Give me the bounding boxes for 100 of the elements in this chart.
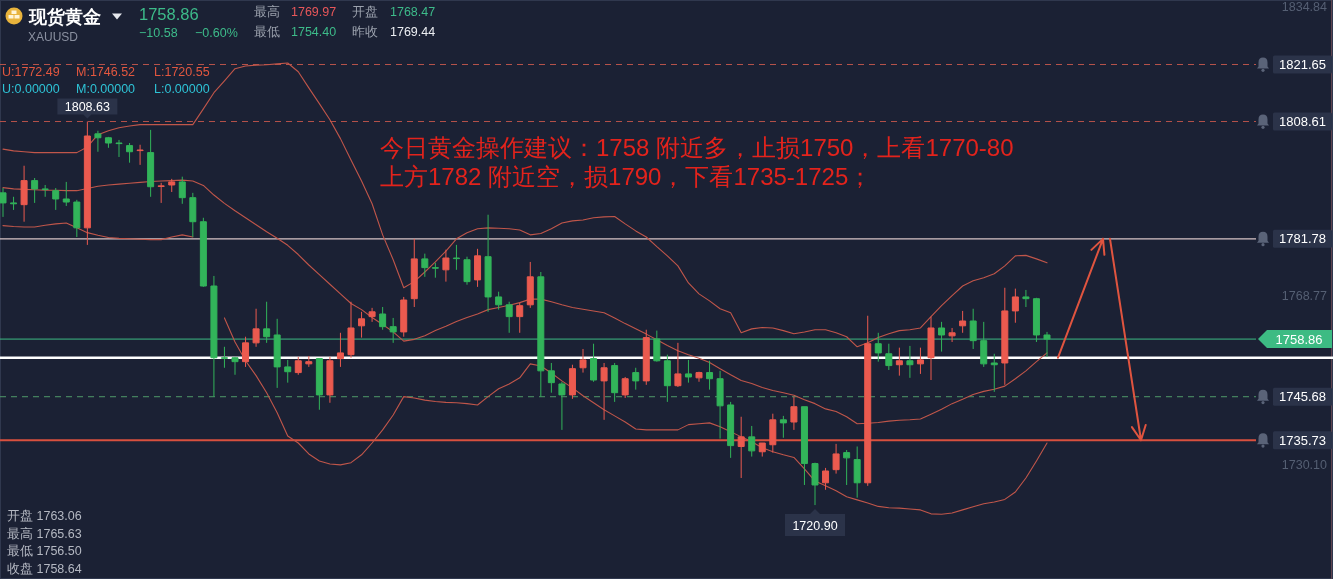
candlestick — [294, 356, 302, 376]
candlestick — [959, 310, 967, 334]
annotation: 1754.40 — [291, 25, 337, 39]
candlestick — [41, 184, 49, 198]
candlestick — [779, 415, 787, 439]
candlestick — [1032, 297, 1040, 343]
candlestick — [126, 142, 134, 164]
candlestick — [400, 296, 408, 338]
candlestick — [790, 396, 798, 431]
annotation: 1769.97 — [291, 5, 337, 19]
candlestick — [83, 120, 91, 246]
candlestick — [136, 144, 144, 166]
candlestick — [990, 353, 998, 393]
candlestick — [611, 362, 619, 403]
annotation: U:0.00000 — [2, 82, 60, 96]
candlestick — [590, 343, 598, 383]
candlestick — [474, 248, 482, 288]
annotation: 今日黄金操作建议：1758 附近多，止损1750，上看1770-80 — [380, 134, 1014, 161]
candlestick — [906, 345, 914, 379]
candlestick — [284, 359, 292, 384]
candlestick — [853, 445, 861, 499]
annotation: M:1746.52 — [76, 65, 136, 79]
annotation: −0.60% — [195, 26, 238, 40]
value-label: 1808.63 — [57, 98, 118, 119]
candlestick — [231, 356, 239, 376]
candlestick — [843, 449, 851, 486]
candlestick — [938, 321, 946, 353]
value-label: 1720.90 — [785, 509, 845, 537]
annotation: L:0.00000 — [154, 82, 210, 96]
candlestick — [52, 187, 60, 211]
candlestick — [653, 330, 661, 363]
candlestick — [452, 244, 460, 271]
candlestick — [737, 416, 745, 479]
annotation: 最低 — [254, 25, 280, 39]
candlestick — [168, 178, 176, 193]
candlestick — [895, 347, 903, 377]
candlestick — [980, 321, 988, 368]
candlestick — [495, 291, 503, 311]
candlestick — [463, 256, 471, 286]
candlestick — [1022, 289, 1030, 308]
candlestick — [748, 425, 756, 458]
annotation: 最低 1756.50 — [7, 544, 82, 558]
candlestick — [263, 301, 271, 344]
candlestick — [1043, 331, 1051, 358]
candlestick — [178, 176, 186, 205]
text: XAUUSD — [28, 30, 79, 44]
candlestick — [537, 271, 545, 398]
ref-line-label: 1781.78 — [1279, 231, 1326, 247]
annotation: 1769.44 — [390, 25, 436, 39]
annotation: 1768.47 — [390, 5, 436, 19]
candlestick — [800, 406, 808, 486]
y-tick-label: 1730.10 — [1281, 458, 1328, 473]
candlestick — [210, 275, 218, 398]
ref-line-label: 1735.73 — [1279, 432, 1326, 448]
candlestick — [516, 302, 524, 334]
candlestick — [104, 136, 112, 149]
candlestick — [157, 182, 165, 204]
candlestick — [885, 343, 893, 371]
candlestick — [347, 301, 355, 359]
candlestick — [358, 311, 366, 339]
candlestick — [0, 187, 7, 218]
candlestick — [684, 359, 692, 384]
annotation: M:0.00000 — [76, 82, 136, 96]
candlestick — [410, 238, 418, 308]
annotation: 最高 1765.63 — [7, 526, 82, 541]
candlestick — [695, 371, 703, 383]
candlestick — [336, 332, 344, 368]
y-tick-label: 1768.77 — [1281, 289, 1328, 304]
ref-line-label: 1821.65 — [1279, 57, 1326, 73]
candlestick — [874, 332, 882, 363]
candlestick — [315, 358, 323, 411]
candlestick — [389, 317, 397, 344]
candlestick — [642, 329, 650, 386]
candlestick — [368, 307, 376, 323]
candlestick — [273, 318, 281, 389]
candlestick — [199, 217, 207, 288]
candlestick — [1001, 287, 1009, 386]
candlestick — [579, 348, 587, 374]
candlestick — [716, 370, 724, 440]
candlestick — [379, 306, 387, 331]
candlestick — [822, 467, 830, 491]
candlestick — [916, 347, 924, 375]
chart-title: 现货黄金 — [28, 7, 101, 27]
candlestick — [526, 261, 534, 309]
candlestick — [621, 376, 629, 399]
candlestick — [484, 214, 492, 313]
candlestick — [189, 192, 197, 238]
candlestick — [948, 327, 956, 343]
candlestick — [632, 367, 640, 391]
candlestick — [727, 401, 735, 459]
candlestick — [73, 199, 81, 238]
candlestick — [62, 181, 70, 207]
candlestick — [832, 443, 840, 475]
candlestick — [927, 316, 935, 381]
candlestick — [115, 139, 123, 158]
candlestick — [811, 462, 819, 506]
candlestick — [758, 442, 766, 458]
candlestick — [505, 301, 513, 334]
candlestick — [568, 364, 576, 400]
candlestick — [147, 129, 155, 198]
